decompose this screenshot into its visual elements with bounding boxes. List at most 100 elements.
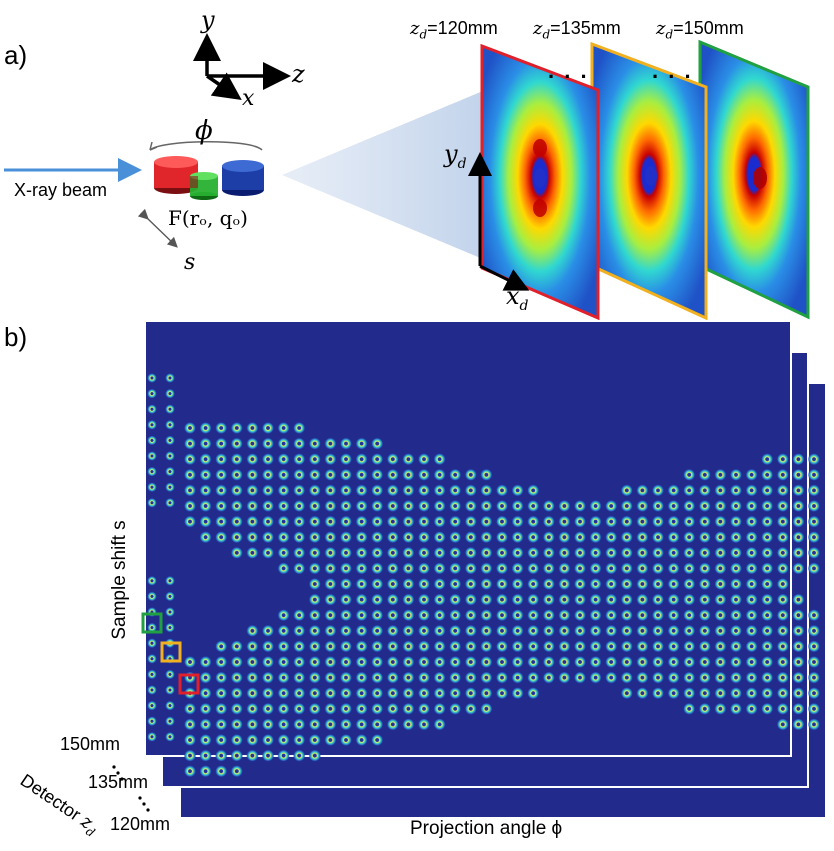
diffraction-spot [293, 562, 306, 575]
diffraction-spot [183, 718, 197, 731]
diffraction-spot [464, 609, 477, 622]
diffraction-spot [792, 655, 805, 669]
diffraction-spot [729, 468, 743, 481]
diffraction-spot [761, 640, 774, 653]
diffraction-spot [230, 655, 243, 669]
diffraction-spot [620, 655, 633, 669]
diffraction-spot [558, 593, 571, 606]
diffraction-spot [776, 702, 789, 715]
diffraction-spot [605, 562, 618, 575]
diffraction-spot [386, 702, 399, 715]
diffraction-spot [745, 593, 758, 606]
diffraction-spot [761, 609, 774, 622]
diffraction-spot [324, 624, 337, 637]
diffraction-spot [324, 546, 337, 559]
diffraction-spot [355, 437, 368, 450]
diffraction-spot [667, 593, 680, 606]
diffraction-spot [339, 437, 353, 450]
diffraction-spot [215, 531, 228, 544]
diffraction-spot [792, 702, 805, 715]
diffraction-spot [215, 437, 228, 450]
diffraction-spot [729, 687, 743, 700]
diffraction-spot [371, 562, 384, 575]
diffraction-spot [165, 419, 175, 430]
diffraction-spot [573, 593, 587, 606]
diffraction-spot [386, 609, 399, 622]
diffraction-spot [417, 609, 431, 622]
diffraction-spot [449, 577, 462, 591]
diffraction-spot [776, 546, 789, 559]
diffraction-spot [745, 624, 758, 637]
diffraction-spot [729, 702, 743, 715]
diffraction-spot [745, 499, 758, 513]
diffraction-spot-grid [147, 373, 821, 778]
diffraction-spot [324, 593, 337, 606]
diffraction-spot [807, 453, 821, 466]
diffraction-spot [293, 531, 306, 544]
diffraction-spot [324, 687, 337, 700]
diffraction-spot [667, 515, 680, 528]
diffraction-spot [683, 577, 696, 591]
diffraction-spot [480, 640, 493, 653]
diffraction-spot [230, 453, 243, 466]
diffraction-spot [745, 531, 758, 544]
diffraction-spot [339, 624, 353, 637]
diffraction-spot [449, 687, 462, 700]
diffraction-spot [339, 484, 353, 497]
diffraction-spot [165, 404, 175, 415]
diffraction-spot [527, 577, 540, 591]
diffraction-spot [761, 531, 774, 544]
diffraction-spot [792, 687, 805, 700]
diffraction-spot [589, 577, 602, 591]
diffraction-spot [308, 655, 321, 669]
diffraction-spot [371, 577, 384, 591]
diffraction-spot [246, 437, 259, 450]
diffraction-spot [792, 468, 805, 481]
diffraction-spot [433, 499, 446, 513]
diffraction-spot [199, 421, 212, 435]
diffraction-spot [308, 437, 321, 450]
diffraction-spot [651, 609, 665, 622]
diffraction-spot [589, 609, 602, 622]
diffraction-spot [620, 531, 633, 544]
diffraction-spot [199, 468, 212, 481]
diffraction-spot [355, 624, 368, 637]
diffraction-spot [199, 484, 212, 497]
diffraction-spot [714, 577, 727, 591]
diffraction-spot [558, 624, 571, 637]
diffraction-spot [527, 624, 540, 637]
diffraction-spot [495, 499, 509, 513]
diffraction-spot [527, 655, 540, 669]
diffraction-spot [667, 687, 680, 700]
diffraction-spot [402, 687, 415, 700]
diffraction-spot [230, 484, 243, 497]
diffraction-spot [495, 593, 509, 606]
diffraction-spot [402, 671, 415, 684]
diffraction-spot [761, 702, 774, 715]
diffraction-spot [339, 546, 353, 559]
diffraction-spot [355, 702, 368, 715]
diffraction-spot [165, 466, 175, 477]
diffraction-spot [558, 609, 571, 622]
diffraction-spot [807, 640, 821, 653]
diffraction-spot [183, 702, 197, 715]
diffraction-spot [620, 562, 633, 575]
diffraction-spot [792, 609, 805, 622]
diffraction-spot [355, 671, 368, 684]
diffraction-spot [776, 484, 789, 497]
diffraction-spot [542, 499, 555, 513]
diffraction-spot [293, 733, 306, 747]
diffraction-spot [277, 655, 290, 669]
diffraction-spot [199, 733, 212, 747]
diffraction-spot [165, 685, 175, 695]
diffraction-spot [199, 499, 212, 513]
diffraction-spot [293, 718, 306, 731]
diffraction-spot [651, 562, 665, 575]
diffraction-spot [542, 593, 555, 606]
diffraction-spot [776, 718, 789, 731]
diffraction-spot [807, 515, 821, 528]
diffraction-spot [729, 624, 743, 637]
diffraction-spot [480, 624, 493, 637]
diffraction-spot [527, 484, 540, 497]
diffraction-spot [165, 731, 175, 742]
